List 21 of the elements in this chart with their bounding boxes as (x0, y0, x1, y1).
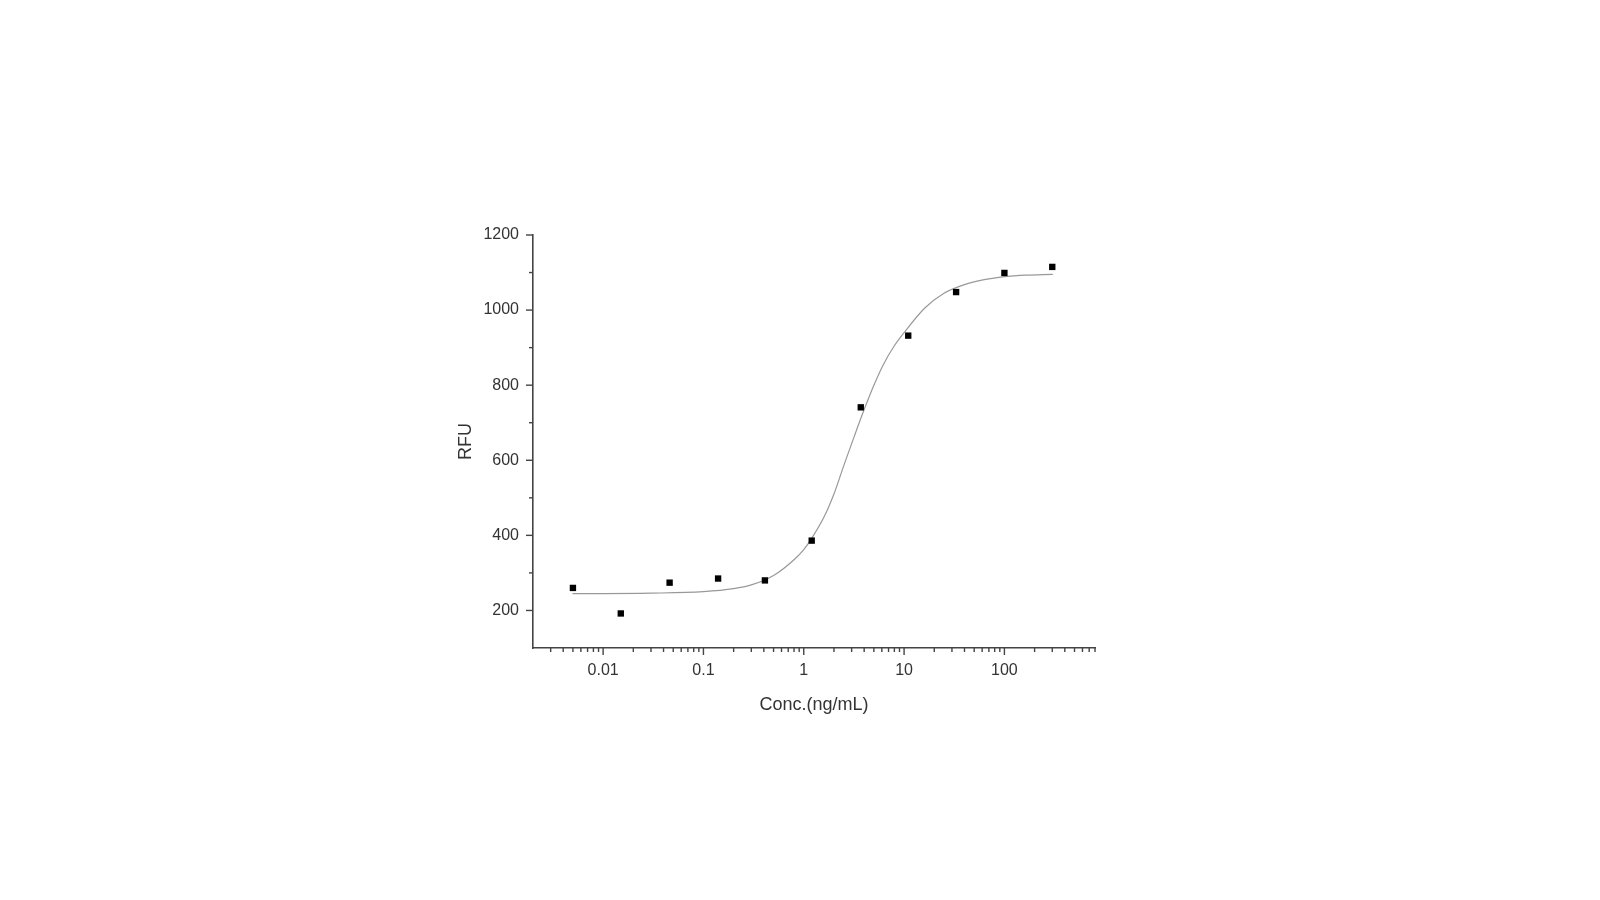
y-tick-label: 200 (492, 600, 520, 618)
point (666, 579, 673, 586)
y-axis-title: RFU (454, 423, 475, 460)
point (617, 610, 624, 617)
y-tick-label: 800 (492, 375, 520, 393)
point (808, 537, 815, 544)
x-tick-label: 0.01 (587, 661, 619, 679)
point (857, 404, 864, 411)
y-tick-label: 1200 (483, 225, 520, 243)
x-tick-label: 0.1 (692, 661, 715, 679)
y-tick-label: 600 (492, 450, 520, 468)
x-tick-label: 10 (895, 661, 914, 679)
y-tick-label: 400 (492, 525, 520, 543)
x-tick-label: 100 (991, 661, 1018, 679)
point (714, 575, 722, 582)
x-axis-title: Conc.(ng/mL) (759, 694, 869, 715)
x-tick-label: 1 (799, 661, 809, 679)
point (905, 332, 912, 339)
y-tick-label: 1000 (483, 300, 520, 318)
point (761, 577, 769, 584)
point (1001, 269, 1008, 277)
